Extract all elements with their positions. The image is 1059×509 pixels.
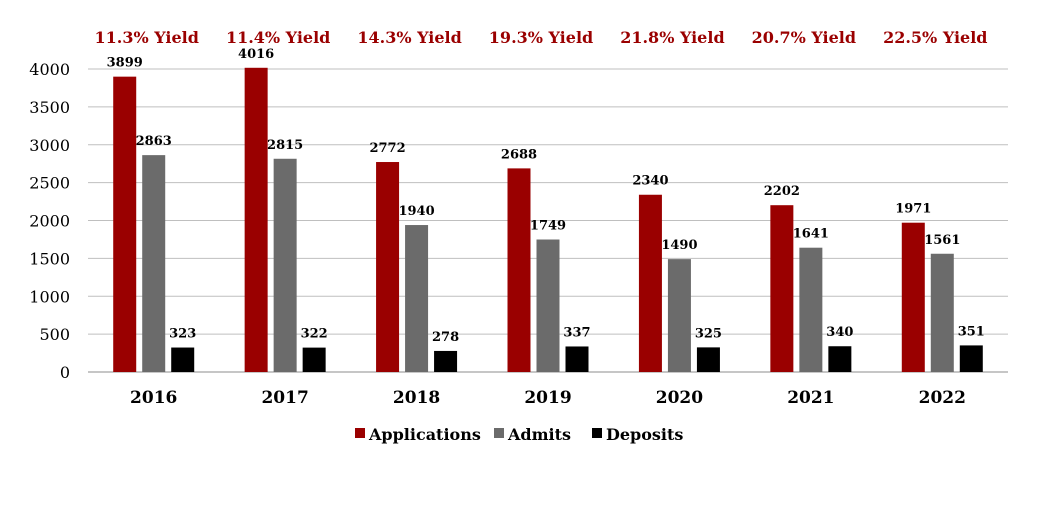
- bar-deposits: [302, 347, 326, 372]
- data-label-admits: 1940: [398, 204, 434, 219]
- y-tick-label: 3000: [29, 136, 70, 155]
- legend-label-admits: Admits: [507, 425, 571, 444]
- yield-annotation: 11.4% Yield: [226, 28, 330, 47]
- bar-admits: [930, 253, 954, 372]
- data-label-admits: 1490: [661, 238, 697, 253]
- data-label-applications: 3899: [107, 56, 143, 71]
- data-label-deposits: 340: [826, 325, 853, 340]
- bar-admits: [536, 239, 560, 372]
- yield-annotation: 20.7% Yield: [752, 28, 856, 47]
- data-label-applications: 2340: [632, 174, 668, 189]
- data-label-admits: 2863: [136, 134, 172, 149]
- bar-deposits: [696, 347, 720, 372]
- bar-admits: [667, 259, 691, 372]
- legend-swatch-admits: [494, 428, 504, 438]
- data-label-applications: 2772: [369, 141, 405, 156]
- y-tick-label: 500: [39, 325, 70, 344]
- x-tick-label: 2016: [130, 388, 177, 408]
- data-label-applications: 4016: [238, 47, 274, 62]
- data-label-deposits: 337: [563, 325, 590, 340]
- x-tick-label: 2018: [393, 388, 440, 408]
- yield-annotation: 14.3% Yield: [357, 28, 461, 47]
- data-label-deposits: 322: [301, 327, 328, 342]
- yield-annotation: 21.8% Yield: [620, 28, 724, 47]
- bar-deposits: [959, 345, 983, 372]
- y-tick-label: 3500: [29, 98, 70, 117]
- y-tick-label: 4000: [29, 60, 70, 79]
- bar-admits: [799, 247, 823, 372]
- bar-applications: [113, 76, 137, 372]
- data-label-deposits: 278: [432, 330, 459, 345]
- y-tick-label: 1500: [29, 249, 70, 268]
- x-tick-label: 2019: [524, 388, 571, 408]
- bar-applications: [507, 168, 531, 372]
- data-label-admits: 1749: [530, 219, 566, 234]
- x-tick-label: 2020: [656, 388, 703, 408]
- data-label-applications: 2688: [501, 147, 537, 162]
- y-tick-label: 2000: [29, 212, 70, 231]
- gridlines: [88, 68, 1008, 373]
- bar-deposits: [171, 347, 195, 372]
- yield-annotation: 11.3% Yield: [95, 28, 199, 47]
- bar-deposits: [434, 350, 458, 372]
- yield-annotation: 22.5% Yield: [883, 28, 987, 47]
- data-label-applications: 1971: [895, 202, 931, 217]
- bar-applications: [901, 222, 925, 372]
- yield-annotations: 11.3% Yield 11.4% Yield 14.3% Yield 19.3% Y…: [95, 28, 988, 47]
- bar-admits: [142, 155, 166, 372]
- bar-applications: [244, 67, 268, 373]
- bar-applications: [770, 205, 794, 372]
- x-tick-label: 2022: [919, 388, 966, 408]
- bar-deposits: [828, 346, 852, 372]
- legend-label-applications: Applications: [368, 425, 481, 444]
- legend-swatch-deposits: [592, 428, 602, 438]
- y-axis-ticks: 0 500 1000 1500 2000 2500 3000 3500 4000: [29, 60, 70, 382]
- data-label-admits: 1561: [924, 233, 960, 248]
- legend-swatch-applications: [355, 428, 365, 438]
- x-tick-label: 2021: [787, 388, 834, 408]
- data-labels: 3899 2863 323 4016 2815 322 2772 1940 278 2688 174…: [107, 47, 985, 345]
- data-label-deposits: 351: [958, 324, 985, 339]
- data-label-admits: 1641: [793, 227, 829, 242]
- x-axis-ticks: 2016 2017 2018 2019 2020 2021 2022: [130, 388, 966, 408]
- data-label-deposits: 323: [169, 327, 196, 342]
- data-label-applications: 2202: [764, 184, 800, 199]
- legend: Applications Admits Deposits: [355, 425, 683, 444]
- bar-deposits: [565, 346, 589, 372]
- bars: [113, 67, 983, 373]
- bar-applications: [376, 162, 400, 372]
- data-label-admits: 2815: [267, 138, 303, 153]
- y-tick-label: 2500: [29, 174, 70, 193]
- data-label-deposits: 325: [695, 326, 722, 341]
- bar-admits: [405, 225, 429, 372]
- yield-annotation: 19.3% Yield: [489, 28, 593, 47]
- bar-admits: [273, 158, 297, 372]
- bar-applications: [638, 194, 662, 372]
- y-tick-label: 0: [60, 363, 70, 382]
- legend-label-deposits: Deposits: [606, 425, 683, 444]
- y-tick-label: 1000: [29, 287, 70, 306]
- x-tick-label: 2017: [261, 388, 308, 408]
